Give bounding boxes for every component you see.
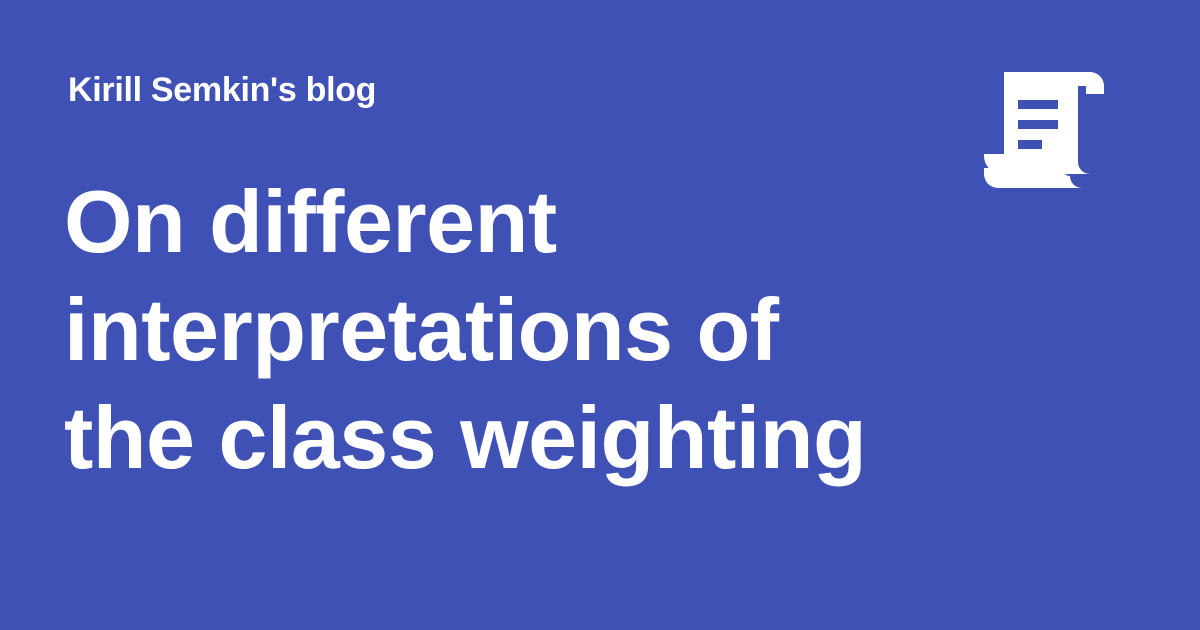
scroll-icon — [984, 72, 1104, 188]
site-name: Kirill Semkin's blog — [68, 71, 377, 109]
post-title: On different interpretations of the clas… — [64, 172, 867, 487]
